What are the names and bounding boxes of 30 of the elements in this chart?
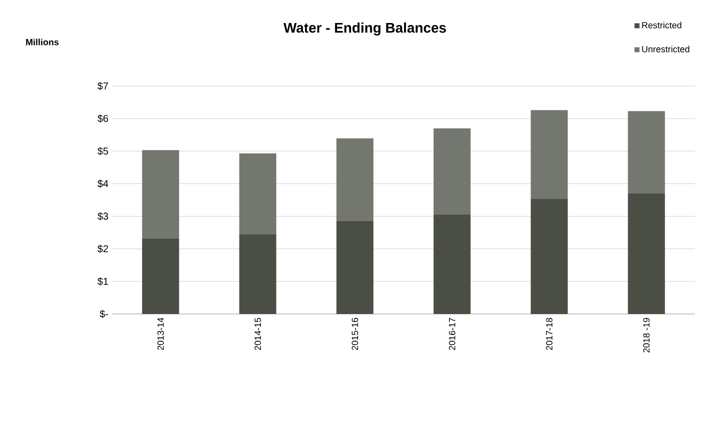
- bar: [628, 111, 665, 194]
- y-tick-label: $1: [98, 277, 108, 286]
- x-tick-label: 2015-16: [352, 318, 358, 350]
- x-tick-label: 2016-17: [448, 318, 456, 350]
- x-tick-label: 2014-15: [254, 318, 261, 350]
- y-tick-label: $3: [98, 212, 108, 220]
- bar: [142, 150, 180, 238]
- bar: [434, 128, 471, 214]
- bar: [239, 234, 276, 314]
- x-tick-label: 2013-14: [157, 318, 164, 350]
- bar: [239, 153, 276, 234]
- text: Millions: [26, 38, 59, 46]
- y-tick-label: $4: [98, 180, 108, 188]
- bar: [530, 199, 568, 314]
- bar: [628, 193, 665, 314]
- bar: [142, 238, 180, 314]
- bar: [336, 220, 374, 314]
- x-tick-label: 2017-18: [546, 318, 552, 350]
- legend-label: Unrestricted: [642, 46, 690, 52]
- bar: [434, 214, 471, 314]
- y-tick-label: $2: [98, 244, 108, 253]
- bar: [336, 138, 374, 221]
- y-tick-label: $5: [98, 147, 108, 156]
- y-tick-label: $6: [98, 114, 108, 123]
- chart-title: Water - Ending Balances: [284, 22, 446, 36]
- legend-label: Restricted: [642, 22, 682, 28]
- x-tick-label: 2018 -19: [643, 318, 650, 352]
- y-tick-label: $-: [100, 310, 108, 318]
- bar: [530, 110, 568, 200]
- y-tick-label: $7: [98, 82, 108, 90]
